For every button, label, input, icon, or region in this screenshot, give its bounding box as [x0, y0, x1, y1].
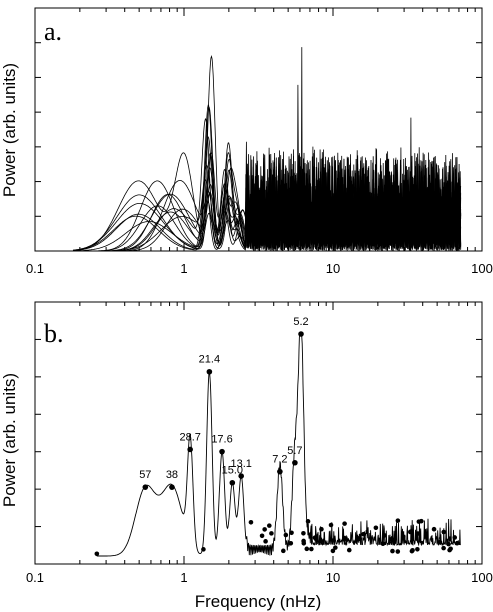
- peak-label: 15.0: [222, 465, 243, 477]
- spectrum-point: [401, 534, 406, 540]
- panel-a: a. Power (arb. units) 0.1 1 10 100: [0, 7, 493, 276]
- peak-label: 5.7: [287, 445, 302, 457]
- panel-b-points: [94, 331, 460, 557]
- spectrum-point: [431, 526, 437, 532]
- peak-label: 21.4: [199, 354, 220, 366]
- peak-marker: [238, 473, 244, 479]
- x-tick-label: 10: [326, 261, 340, 276]
- peak-marker: [169, 484, 175, 490]
- spectrum-point: [441, 529, 447, 535]
- x-axis-label: Frequency (nHz): [195, 592, 322, 611]
- panel-b-ylabel: Power (arb. units): [0, 373, 19, 507]
- panel-b-axis-ticks: [34, 302, 483, 564]
- peak-label: 13.1: [230, 458, 251, 470]
- spectrum-point: [266, 523, 272, 528]
- spectrum-point: [301, 538, 306, 544]
- panel-b-tick-labels: 0.1 1 10 100: [26, 570, 493, 585]
- peak-marker: [229, 479, 236, 486]
- panel-b-trace: [96, 333, 461, 557]
- spectrum-point: [289, 530, 294, 536]
- panel-a-ylabel: Power (arb. units): [0, 63, 19, 197]
- peak-label: 28.7: [179, 431, 200, 443]
- spectrum-point: [454, 540, 460, 546]
- spectrum-point: [416, 519, 422, 524]
- spectrum-point: [259, 533, 265, 539]
- spectrum-point: [452, 535, 458, 540]
- spectrum-point: [304, 546, 310, 552]
- spectrum-point: [407, 529, 413, 535]
- spectrum-point: [346, 547, 352, 553]
- peak-label: 38: [166, 469, 178, 481]
- spectrum-point: [328, 522, 334, 528]
- peak-marker: [206, 368, 213, 375]
- spectrum-trace: [96, 333, 461, 557]
- panel-b-peak-labels: 57 38 28.7 21.4 17.6 15.013.1 7.25.7 5.2: [139, 316, 308, 481]
- panel-a-frame: [34, 7, 483, 252]
- spectrum-point: [94, 551, 100, 557]
- peak-label: 7.2: [272, 454, 287, 466]
- spectrum-point: [283, 532, 289, 538]
- spectrum-point: [263, 539, 268, 544]
- x-tick-label: 0.1: [26, 570, 44, 585]
- panel-b: b. Power (arb. units) 57 3828.721.417.615…: [0, 301, 493, 611]
- spectrum-point: [281, 548, 286, 554]
- spectrum-point: [319, 526, 324, 532]
- x-tick-label: 10: [326, 570, 340, 585]
- spectrum-point: [390, 548, 395, 554]
- peak-label: 57: [139, 469, 151, 481]
- spectrum-point: [248, 520, 254, 525]
- spectrum-point: [305, 519, 311, 524]
- spectrum-point: [415, 531, 421, 536]
- spectrum-trace: [73, 149, 462, 252]
- panel-b-frame: [34, 301, 483, 565]
- x-tick-label: 100: [471, 261, 493, 276]
- spectrum-point: [415, 547, 420, 552]
- x-tick-label: 0.1: [26, 261, 44, 276]
- spectrum-point: [309, 546, 314, 552]
- spectrum-point: [313, 536, 319, 542]
- spectrum-point: [409, 548, 415, 554]
- panel-a-tick-labels: 0.1 1 10 100: [26, 261, 493, 276]
- spectrum-point: [382, 533, 387, 538]
- spectrum-point: [201, 547, 206, 552]
- spectrum-point: [355, 536, 360, 541]
- panel-b-letter: b.: [44, 319, 64, 348]
- spectrum-point: [333, 545, 338, 550]
- peak-marker: [277, 468, 283, 475]
- spectrum-point: [395, 549, 401, 554]
- x-tick-label: 1: [180, 570, 187, 585]
- spectrum-point: [447, 547, 452, 553]
- spectrum-point: [341, 537, 347, 542]
- peak-label: 17.6: [211, 434, 232, 446]
- peak-marker: [292, 459, 298, 466]
- spectrum-point: [437, 539, 443, 545]
- peak-label: 5.2: [293, 316, 308, 328]
- peak-marker: [219, 448, 225, 455]
- spectrum-point: [288, 540, 294, 546]
- peak-marker: [298, 331, 304, 337]
- x-tick-label: 100: [471, 570, 493, 585]
- spectrum-trace: [72, 153, 462, 251]
- spectrum-point: [301, 530, 306, 536]
- spectrum-point: [361, 531, 366, 537]
- spectrum-point: [380, 541, 386, 547]
- panel-a-traces: [72, 47, 462, 252]
- spectrum-point: [441, 545, 446, 551]
- panel-a-letter: a.: [44, 17, 62, 46]
- spectrum-point: [318, 538, 324, 544]
- spectrum-point: [269, 531, 274, 536]
- spectrum-point: [389, 536, 394, 542]
- peak-marker: [142, 484, 149, 490]
- spectrum-point: [330, 548, 336, 554]
- spectrum-point: [446, 541, 451, 547]
- peak-marker: [187, 446, 193, 453]
- spectrum-point: [395, 518, 401, 523]
- spectrum-point: [342, 521, 347, 526]
- x-tick-label: 1: [180, 261, 187, 276]
- spectrum-point: [262, 527, 267, 532]
- spectrum-point: [373, 525, 379, 531]
